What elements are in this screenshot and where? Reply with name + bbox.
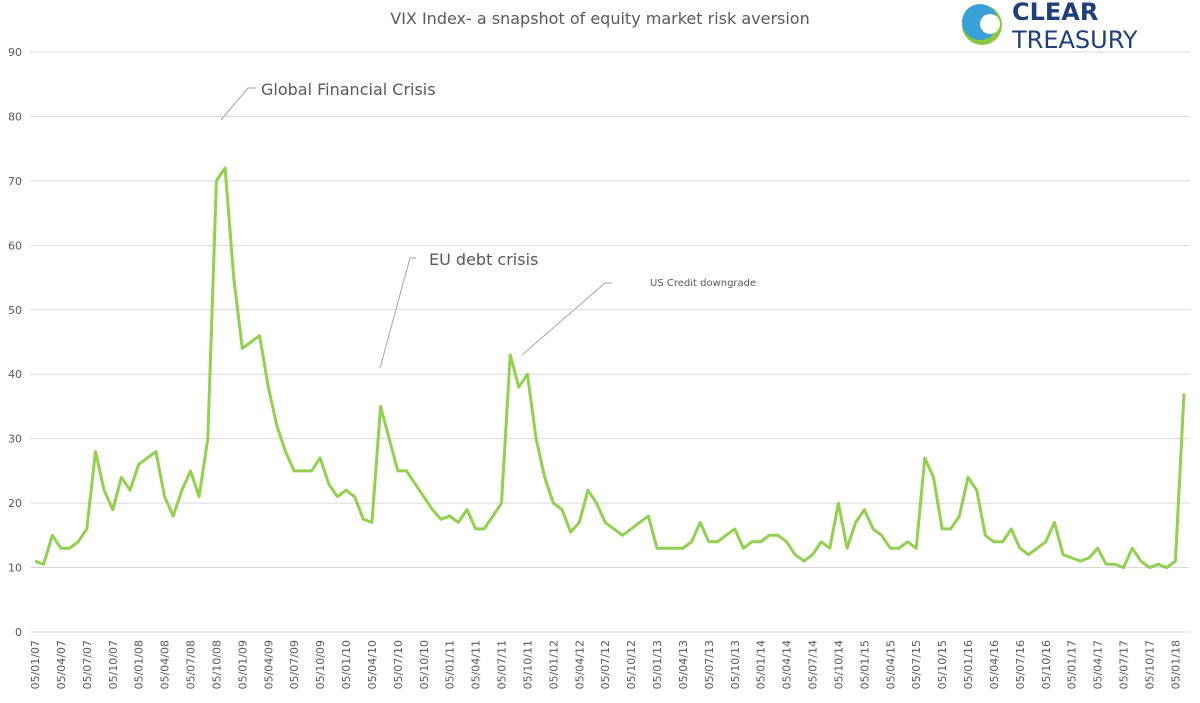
- chart-title: VIX Index- a snapshot of equity market r…: [390, 9, 809, 28]
- y-tick-label: 0: [15, 626, 22, 639]
- x-tick-label: 05/01/17: [1066, 640, 1079, 689]
- x-tick-label: 05/07/12: [599, 640, 612, 689]
- y-tick-label: 80: [8, 110, 22, 123]
- x-tick-label: 05/07/13: [703, 640, 716, 689]
- logo-text: TREASURY: [1011, 26, 1138, 54]
- x-tick-label: 05/01/07: [29, 640, 42, 689]
- x-tick-label: 05/04/11: [470, 640, 483, 689]
- x-tick-label: 05/10/10: [418, 640, 431, 689]
- y-tick-label: 30: [8, 433, 22, 446]
- y-tick-label: 90: [8, 46, 22, 59]
- x-tick-label: 05/04/13: [677, 640, 690, 689]
- y-tick-label: 10: [8, 562, 22, 575]
- series-line: [34, 166, 1186, 570]
- x-tick-label: 05/10/09: [314, 640, 327, 689]
- y-tick-label: 40: [8, 368, 22, 381]
- x-tick-label: 05/04/17: [1092, 640, 1105, 689]
- y-tick-label: 20: [8, 497, 22, 510]
- x-tick-label: 05/07/11: [496, 640, 509, 689]
- x-tick-label: 05/04/09: [262, 640, 275, 689]
- annotation: Global Financial Crisis: [261, 80, 436, 99]
- annotation-line: [379, 257, 416, 369]
- x-tick-label: 05/04/10: [366, 640, 379, 689]
- x-tick-label: 05/04/12: [573, 640, 586, 689]
- x-tick-label: 05/10/14: [832, 640, 845, 689]
- x-tick-label: 05/04/14: [781, 640, 794, 689]
- annotation-line: [521, 282, 612, 356]
- x-tick-label: 05/10/07: [107, 640, 120, 689]
- x-tick-label: 05/07/07: [81, 640, 94, 689]
- x-tick-label: 05/01/13: [651, 640, 664, 689]
- x-tick-label: 05/10/12: [625, 640, 638, 689]
- x-tick-label: 05/01/08: [133, 640, 146, 689]
- y-tick-label: 70: [8, 175, 22, 188]
- x-tick-label: 05/01/11: [444, 640, 457, 689]
- x-tick-label: 05/10/16: [1040, 640, 1053, 689]
- x-tick-label: 05/07/14: [807, 640, 820, 689]
- x-tick-label: 05/01/12: [547, 640, 560, 689]
- x-tick-label: 05/04/07: [55, 640, 68, 689]
- logo-icon: [980, 14, 1000, 34]
- y-tick-label: 50: [8, 304, 22, 317]
- y-tick-label: 60: [8, 239, 22, 252]
- x-tick-label: 05/04/16: [988, 640, 1001, 689]
- x-tick-label: 05/10/17: [1143, 640, 1156, 689]
- logo: CLEAR TREASURY: [962, 0, 1138, 54]
- x-tick-label: 05/07/15: [910, 640, 923, 689]
- logo-text: CLEAR: [1012, 0, 1098, 26]
- x-tick-label: 05/01/15: [858, 640, 871, 689]
- x-tick-label: 05/01/18: [1169, 640, 1182, 689]
- x-tick-label: 05/10/13: [729, 640, 742, 689]
- x-tick-label: 05/07/09: [288, 640, 301, 689]
- annotation-line: [220, 87, 256, 121]
- x-tick-label: 05/01/14: [755, 640, 768, 689]
- x-tick-label: 05/01/10: [340, 640, 353, 689]
- x-tick-label: 05/04/08: [159, 640, 172, 689]
- x-tick-label: 05/07/17: [1118, 640, 1131, 689]
- x-tick-label: 05/07/16: [1014, 640, 1027, 689]
- x-tick-label: 05/10/08: [210, 640, 223, 689]
- x-tick-label: 05/10/15: [936, 640, 949, 689]
- annotation: US Credit downgrade: [650, 278, 756, 289]
- x-tick-label: 05/04/15: [884, 640, 897, 689]
- x-tick-label: 05/01/16: [962, 640, 975, 689]
- x-tick-label: 05/07/08: [185, 640, 198, 689]
- x-tick-label: 05/10/11: [521, 640, 534, 689]
- annotation: EU debt crisis: [429, 250, 538, 269]
- x-tick-label: 05/01/09: [236, 640, 249, 689]
- x-tick-label: 05/07/10: [392, 640, 405, 689]
